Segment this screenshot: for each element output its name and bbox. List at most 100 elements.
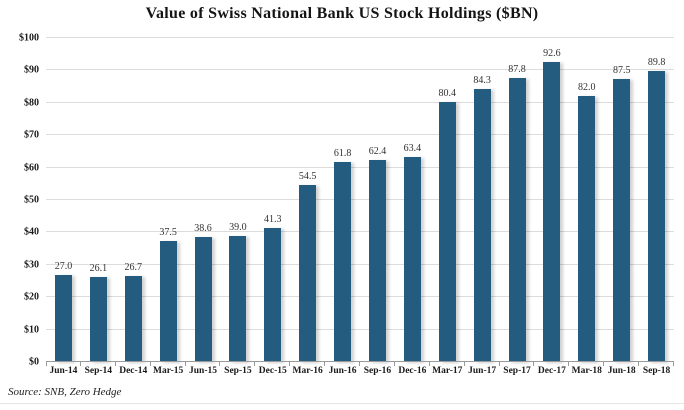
bar-value-label: 54.5 bbox=[298, 171, 317, 183]
bar bbox=[403, 156, 421, 362]
x-axis-label: Jun-16 bbox=[328, 366, 357, 376]
gridline bbox=[46, 134, 674, 136]
bar-value-label: 92.6 bbox=[543, 48, 561, 59]
y-axis-label: $40 bbox=[24, 226, 39, 238]
x-axis-label: Sep-17 bbox=[503, 366, 531, 376]
bar bbox=[124, 275, 142, 362]
bar bbox=[368, 159, 386, 362]
gridline bbox=[46, 37, 674, 38]
bar bbox=[648, 71, 666, 362]
bar-group: 80.4 Mar-17 bbox=[430, 38, 465, 376]
y-axis-label: $50 bbox=[24, 194, 39, 206]
x-axis-label: Jun-18 bbox=[607, 366, 636, 376]
bars-container: 27.0 Jun-14 26.1 Sep-14 26.7 Dec-14 37.5 Mar-15… bbox=[46, 38, 674, 376]
x-axis-label: Mar-16 bbox=[292, 366, 323, 376]
bar-group: 87.8 Sep-17 bbox=[500, 38, 535, 376]
x-axis-label: Dec-17 bbox=[537, 366, 566, 376]
x-axis-label: Dec-16 bbox=[398, 366, 427, 376]
bar-value-label: 89.8 bbox=[647, 57, 666, 68]
bar-group: 87.5 Jun-18 bbox=[604, 38, 640, 376]
bar bbox=[194, 236, 212, 362]
bar bbox=[89, 277, 107, 362]
x-axis-label: Mar-18 bbox=[571, 366, 602, 376]
bar-value-label: 84.3 bbox=[473, 74, 491, 86]
y-axis-label: $0 bbox=[29, 356, 39, 368]
x-axis-label: Mar-15 bbox=[152, 366, 184, 376]
bar bbox=[159, 240, 177, 362]
bar-group: 26.7 Dec-14 bbox=[116, 38, 151, 376]
bar bbox=[543, 62, 561, 362]
bar-value-label: 41.3 bbox=[264, 214, 282, 226]
x-axis-label: Jun-14 bbox=[49, 366, 78, 376]
bar-value-label: 26.7 bbox=[124, 261, 142, 273]
chart-title: Value of Swiss National Bank US Stock Ho… bbox=[145, 5, 539, 22]
bar bbox=[334, 161, 352, 362]
bar bbox=[473, 88, 491, 362]
bar-group: 63.4 Dec-16 bbox=[395, 38, 430, 376]
gridline bbox=[46, 296, 674, 298]
bar bbox=[299, 185, 317, 362]
bar-group: 39.0 Sep-15 bbox=[220, 38, 256, 376]
gridline bbox=[46, 166, 674, 168]
bar-value-label: 82.0 bbox=[578, 82, 596, 94]
bar-value-label: 63.4 bbox=[403, 142, 422, 154]
bar-group: 41.3 Dec-15 bbox=[255, 38, 291, 376]
x-axis-label: Sep-16 bbox=[363, 366, 392, 376]
source-note: Source: SNB, Zero Hedge bbox=[8, 386, 122, 398]
bar-value-label: 39.0 bbox=[229, 221, 247, 233]
bar-value-label: 80.4 bbox=[438, 87, 456, 99]
bar-group: 26.1 Sep-14 bbox=[81, 38, 116, 376]
bar-value-label: 87.5 bbox=[612, 64, 631, 76]
x-axis-label: Jun-15 bbox=[189, 366, 217, 376]
bar-group: 84.3 Jun-17 bbox=[465, 38, 500, 376]
x-axis-label: Sep-14 bbox=[84, 366, 113, 376]
y-axis-label: $80 bbox=[24, 97, 39, 109]
x-axis-label: Sep-18 bbox=[642, 366, 671, 376]
y-axis-label: $20 bbox=[24, 291, 39, 303]
gridline bbox=[46, 199, 674, 200]
bar-group: 61.8 Jun-16 bbox=[325, 38, 360, 376]
y-axis-label: $90 bbox=[24, 64, 39, 76]
x-axis-label: Dec-15 bbox=[258, 366, 287, 376]
bar bbox=[264, 228, 282, 362]
bar-group: 92.6 Dec-17 bbox=[534, 38, 570, 376]
bar-group: 27.0 Jun-14 bbox=[46, 38, 81, 376]
gridline bbox=[46, 231, 674, 233]
bottom-divider bbox=[0, 403, 684, 404]
bar-value-label: 38.6 bbox=[194, 222, 212, 234]
bar-group: 89.8 Sep-18 bbox=[639, 38, 674, 376]
bar-value-label: 61.8 bbox=[333, 147, 352, 159]
bar bbox=[438, 101, 456, 362]
bar-group: 38.6 Jun-15 bbox=[186, 38, 221, 376]
y-axis-label: $60 bbox=[24, 162, 39, 174]
x-axis-label: Mar-17 bbox=[432, 366, 463, 376]
plot-area: $0 $10 $20 $30 $40 $50 $60 $70 $80 $90 $100 27.0 Ju… bbox=[19, 33, 674, 376]
bar-group: 82.0 Mar-18 bbox=[569, 38, 605, 376]
y-axis-label: $30 bbox=[24, 259, 39, 271]
x-axis-label: Dec-14 bbox=[119, 366, 148, 376]
bar-value-label: 26.1 bbox=[89, 263, 108, 275]
gridline bbox=[46, 263, 674, 265]
x-axis-label: Sep-15 bbox=[224, 366, 252, 376]
bar-value-label: 37.5 bbox=[159, 226, 177, 238]
bar bbox=[578, 96, 596, 362]
y-axis-label: $10 bbox=[24, 324, 39, 336]
y-axis-label: $70 bbox=[24, 129, 39, 141]
bar-value-label: 27.0 bbox=[54, 260, 73, 272]
bar-group: 62.4 Sep-16 bbox=[360, 38, 395, 376]
bar-value-label: 62.4 bbox=[368, 145, 387, 157]
bar-value-label: 87.8 bbox=[508, 63, 526, 75]
bar bbox=[508, 77, 526, 362]
gridline bbox=[46, 69, 674, 71]
x-axis-label: Jun-17 bbox=[468, 366, 497, 376]
bar bbox=[54, 274, 72, 362]
bar bbox=[229, 235, 247, 362]
x-axis-line bbox=[46, 361, 674, 362]
gridline bbox=[46, 328, 674, 330]
y-axis-label: $100 bbox=[19, 32, 39, 44]
bar bbox=[613, 78, 631, 362]
bar-group: 37.5 Mar-15 bbox=[151, 38, 186, 376]
bar-group: 54.5 Mar-16 bbox=[290, 38, 326, 376]
gridline bbox=[46, 101, 674, 103]
